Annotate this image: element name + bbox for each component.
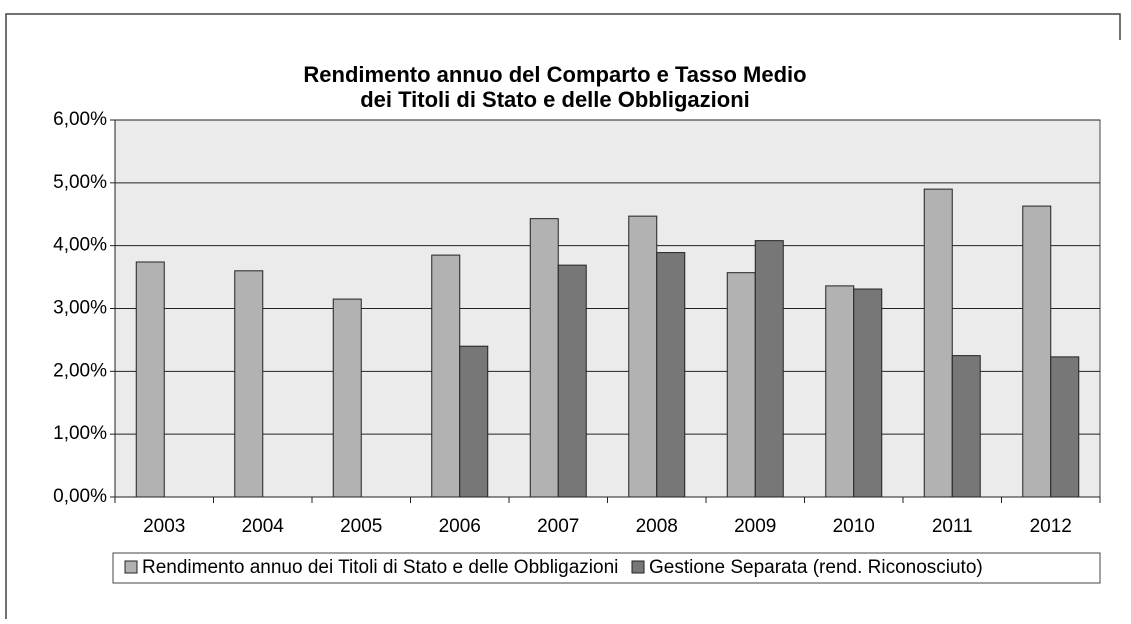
bar [1022,205,1052,498]
bar [557,264,587,498]
bar [628,215,658,498]
x-tick-label: 2009 [734,516,776,537]
bar [459,345,489,498]
bar [726,272,756,498]
y-tick-label: 2,00% [53,360,107,381]
x-tick-label: 2005 [340,516,382,537]
bar [825,285,855,498]
legend-swatch [124,560,138,574]
x-tick-label: 2011 [932,516,973,537]
y-tick-label: 6,00% [53,109,107,130]
y-tick-label: 1,00% [53,423,107,444]
legend-swatch [631,560,645,574]
legend-label: Rendimento annuo dei Titoli di Stato e d… [142,557,618,578]
x-tick-label: 2010 [833,516,875,537]
x-tick-label: 2012 [1030,516,1072,537]
bar [135,261,165,498]
bar [431,254,461,498]
bar [332,298,362,498]
bar [951,355,981,498]
x-tick-label: 2004 [242,516,285,537]
y-tick-label: 4,00% [53,235,107,256]
y-tick-label: 0,00% [53,486,107,507]
chart-title: Rendimento annuo del Comparto e Tasso Me… [303,62,806,87]
x-tick-label: 2007 [537,516,579,537]
x-tick-label: 2008 [636,516,678,537]
x-tick-label: 2003 [143,516,185,537]
bar [529,218,559,498]
legend-label: Gestione Separata (rend. Riconosciuto) [649,557,983,578]
chart-title: dei Titoli di Stato e delle Obbligazioni [360,87,750,112]
bar [234,270,264,498]
y-tick-label: 3,00% [53,298,107,319]
bar [853,288,883,498]
bar [923,188,953,498]
y-tick-label: 5,00% [53,172,107,193]
frame [5,13,1121,619]
bar [754,240,784,498]
legend [112,552,1101,584]
bar [656,252,686,498]
x-tick-label: 2006 [439,516,481,537]
bar [1050,356,1080,498]
